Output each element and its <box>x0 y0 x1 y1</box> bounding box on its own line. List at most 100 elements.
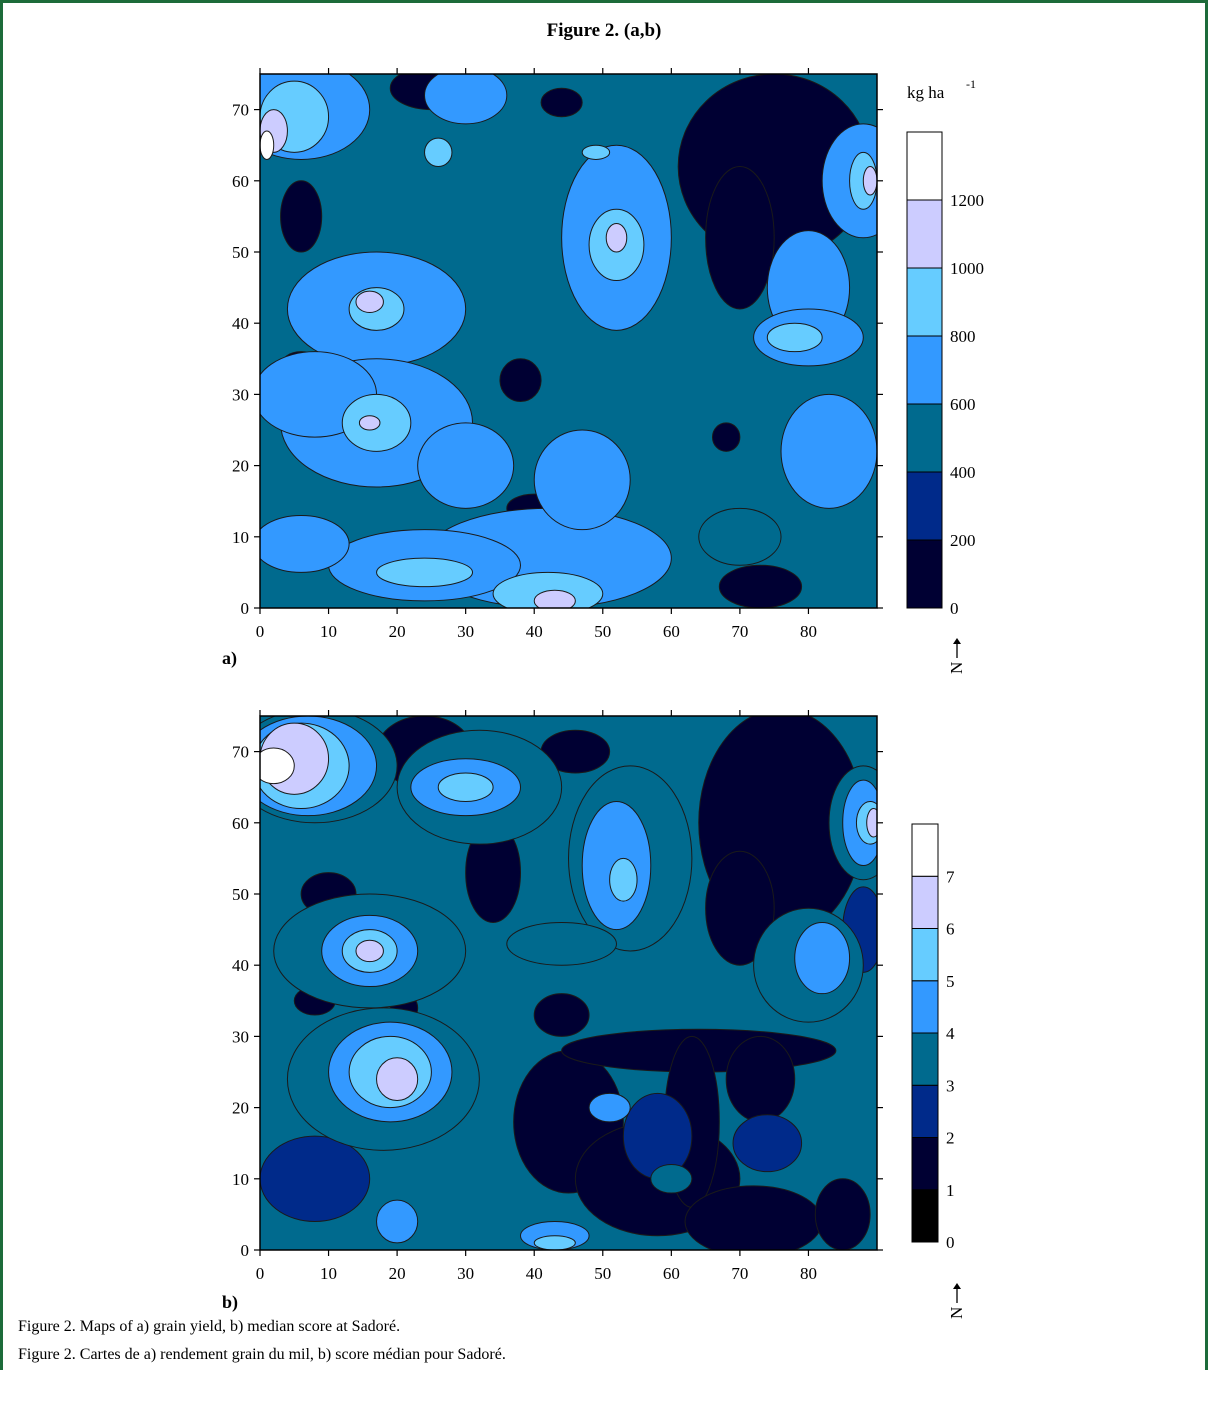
x-tick-label: 50 <box>594 1264 611 1283</box>
contour-region <box>581 144 611 160</box>
contour-region <box>588 1092 631 1123</box>
x-tick-label: 60 <box>663 1264 680 1283</box>
colorbar-label: 7 <box>946 867 955 886</box>
contour-region <box>424 137 453 168</box>
y-tick-label: 40 <box>232 956 249 975</box>
colorbar-label: 6 <box>946 920 955 939</box>
colorbar-label: 200 <box>950 531 976 550</box>
contour-region <box>355 290 384 314</box>
y-tick-label: 60 <box>232 172 249 191</box>
north-label: N <box>947 662 966 674</box>
contour-region <box>424 74 508 125</box>
y-tick-label: 50 <box>232 243 249 262</box>
contour-region <box>533 993 590 1037</box>
plot-frame <box>259 73 878 609</box>
colorbar-swatch <box>911 1084 939 1138</box>
y-tick-label: 40 <box>232 314 249 333</box>
y-tick-label: 10 <box>232 528 249 547</box>
panel-label: b) <box>222 1292 238 1313</box>
contour-region <box>280 180 323 253</box>
x-tick-label: 60 <box>663 622 680 641</box>
contour-region <box>260 747 295 785</box>
y-tick-label: 50 <box>232 885 249 904</box>
north-arrow-head <box>953 1283 961 1289</box>
x-tick-label: 30 <box>457 622 474 641</box>
colorbar-swatch <box>911 875 939 929</box>
north-arrow-head <box>953 638 961 644</box>
colorbar-label: 2 <box>946 1129 955 1148</box>
contour-region <box>718 564 803 608</box>
contour-region <box>376 1199 419 1244</box>
x-tick-label: 0 <box>256 1264 265 1283</box>
north-arrow-icon: N <box>947 1283 966 1319</box>
x-tick-label: 80 <box>800 1264 817 1283</box>
colorbar-swatch <box>906 335 943 405</box>
x-tick-label: 20 <box>389 1264 406 1283</box>
figure-title: Figure 2. (a,b) <box>546 20 662 41</box>
y-tick-label: 30 <box>232 1027 249 1046</box>
contour-region <box>766 322 823 353</box>
y-tick-label: 0 <box>241 599 250 618</box>
contour-region <box>609 857 638 902</box>
colorbar-swatch <box>906 267 943 337</box>
colorbar-swatch <box>906 131 943 201</box>
x-tick-label: 80 <box>800 622 817 641</box>
caption-french: Figure 2. Cartes de a) rendement grain d… <box>18 1346 506 1363</box>
contour-field <box>260 716 877 1250</box>
contour-region <box>684 1185 823 1250</box>
contour-region <box>650 1164 693 1194</box>
contour-field <box>260 74 877 608</box>
contour-region <box>732 1114 803 1173</box>
y-tick-label: 60 <box>232 814 249 833</box>
colorbar-swatch <box>911 1137 939 1191</box>
contour-region <box>698 507 782 566</box>
colorbar-swatch <box>906 403 943 473</box>
colorbar-label: 800 <box>950 327 976 346</box>
colorbar-label: 3 <box>946 1076 955 1095</box>
colorbar-label: 5 <box>946 972 955 991</box>
y-tick-label: 20 <box>232 457 249 476</box>
panel-label: a) <box>222 648 237 669</box>
contour-region <box>376 557 474 588</box>
x-tick-label: 40 <box>526 622 543 641</box>
contour-region <box>417 422 515 509</box>
y-tick-label: 70 <box>232 101 249 120</box>
contour-region <box>437 772 494 802</box>
y-tick-label: 10 <box>232 1170 249 1189</box>
contour-region <box>355 939 384 963</box>
colorbar-label: 600 <box>950 395 976 414</box>
contour-region <box>499 358 542 403</box>
contour-region <box>814 1178 871 1250</box>
contour-region <box>376 1057 419 1101</box>
contour-region <box>725 1035 796 1123</box>
colorbar-swatch <box>911 980 939 1034</box>
colorbar-swatch <box>911 928 939 982</box>
x-tick-label: 70 <box>731 1264 748 1283</box>
colorbar-label: 1 <box>946 1181 955 1200</box>
colorbar-label: 0 <box>946 1233 955 1252</box>
contour-region <box>358 415 381 431</box>
y-tick-label: 30 <box>232 385 249 404</box>
x-tick-label: 50 <box>594 622 611 641</box>
contour-region <box>705 166 775 310</box>
y-tick-label: 0 <box>241 1241 250 1260</box>
contour-region <box>533 429 631 531</box>
contour-region <box>794 921 851 995</box>
contour-region <box>540 87 583 118</box>
x-tick-label: 30 <box>457 1264 474 1283</box>
map-b-median-score: 0 10 20 30 40 50 60 70 80 0 10 20 30 40 50 60 70 b) 0 1 2 3 4 5… <box>222 710 966 1319</box>
contour-region <box>862 166 877 196</box>
x-tick-label: 10 <box>320 1264 337 1283</box>
x-tick-label: 20 <box>389 622 406 641</box>
contour-region <box>260 1135 371 1223</box>
plot-frame <box>259 715 878 1251</box>
colorbar-label: 1200 <box>950 191 984 210</box>
contour-region <box>260 130 275 160</box>
contour-region <box>533 1235 576 1250</box>
contour-region <box>506 921 617 966</box>
contour-region <box>605 223 628 253</box>
contour-region <box>533 589 576 608</box>
x-tick-label: 40 <box>526 1264 543 1283</box>
caption-english: Figure 2. Maps of a) grain yield, b) med… <box>18 1318 401 1335</box>
figure-frame <box>0 0 1208 1370</box>
